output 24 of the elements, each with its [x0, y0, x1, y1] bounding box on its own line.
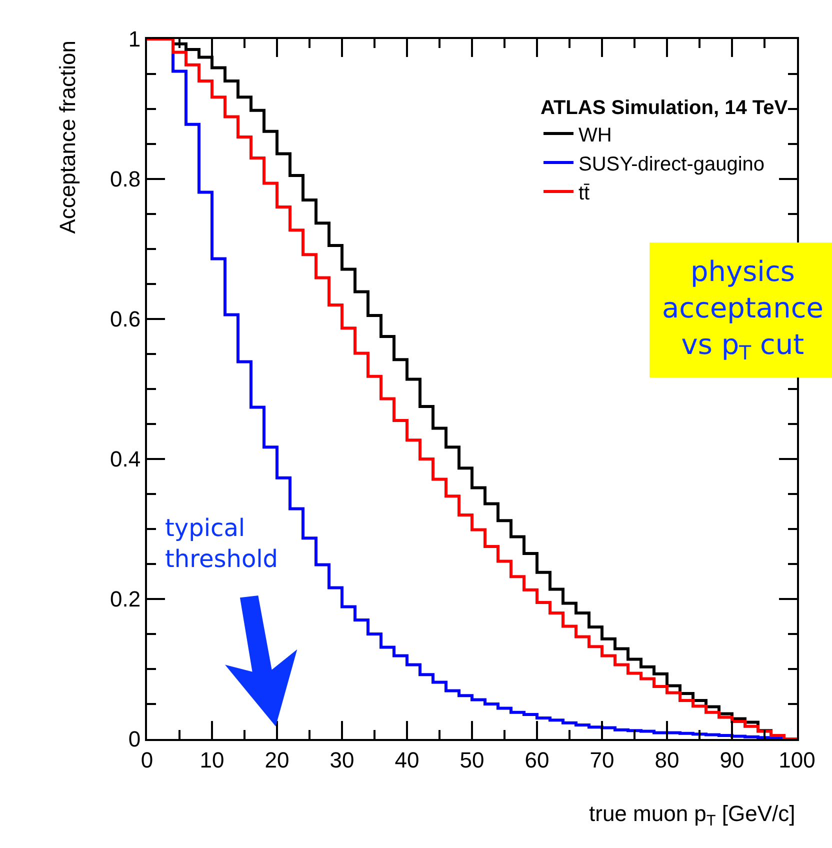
- x-tick-label: 90: [720, 747, 744, 772]
- y-tick-label: 0.4: [110, 446, 141, 472]
- x-tick-label: 80: [654, 747, 680, 772]
- x-tick-label: 100: [778, 747, 816, 772]
- y-tick-label: 0.2: [110, 586, 141, 612]
- x-tick-label: 50: [460, 747, 484, 772]
- y-tick-label: 0: [128, 726, 141, 752]
- y-tick-label: 0.8: [110, 166, 141, 192]
- y-tick-label: 1: [128, 26, 141, 52]
- legend-label: SUSY-direct-gaugino: [578, 153, 765, 176]
- legend-title: ATLAS Simulation, 14 TeV: [540, 97, 788, 119]
- legend-label: tt̄: [578, 182, 590, 204]
- x-tick-label: 60: [524, 747, 550, 772]
- x-tick-label: 70: [590, 747, 614, 772]
- x-tick-label: 20: [264, 747, 290, 772]
- x-tick-label: 40: [394, 747, 420, 772]
- annotation: typical threshold: [165, 514, 278, 574]
- y-tick-label: 0.6: [110, 306, 141, 332]
- x-tick-label: 10: [200, 747, 224, 772]
- x-tick-label: 30: [330, 747, 354, 772]
- annotation: physics acceptance vs p$_{T}$ cut: [662, 255, 824, 365]
- legend-label: WH: [578, 124, 612, 146]
- x-axis-title: true muon p$_{T}$ [GeV/c]: [589, 801, 796, 830]
- y-axis-title: Acceptance fraction: [54, 40, 80, 234]
